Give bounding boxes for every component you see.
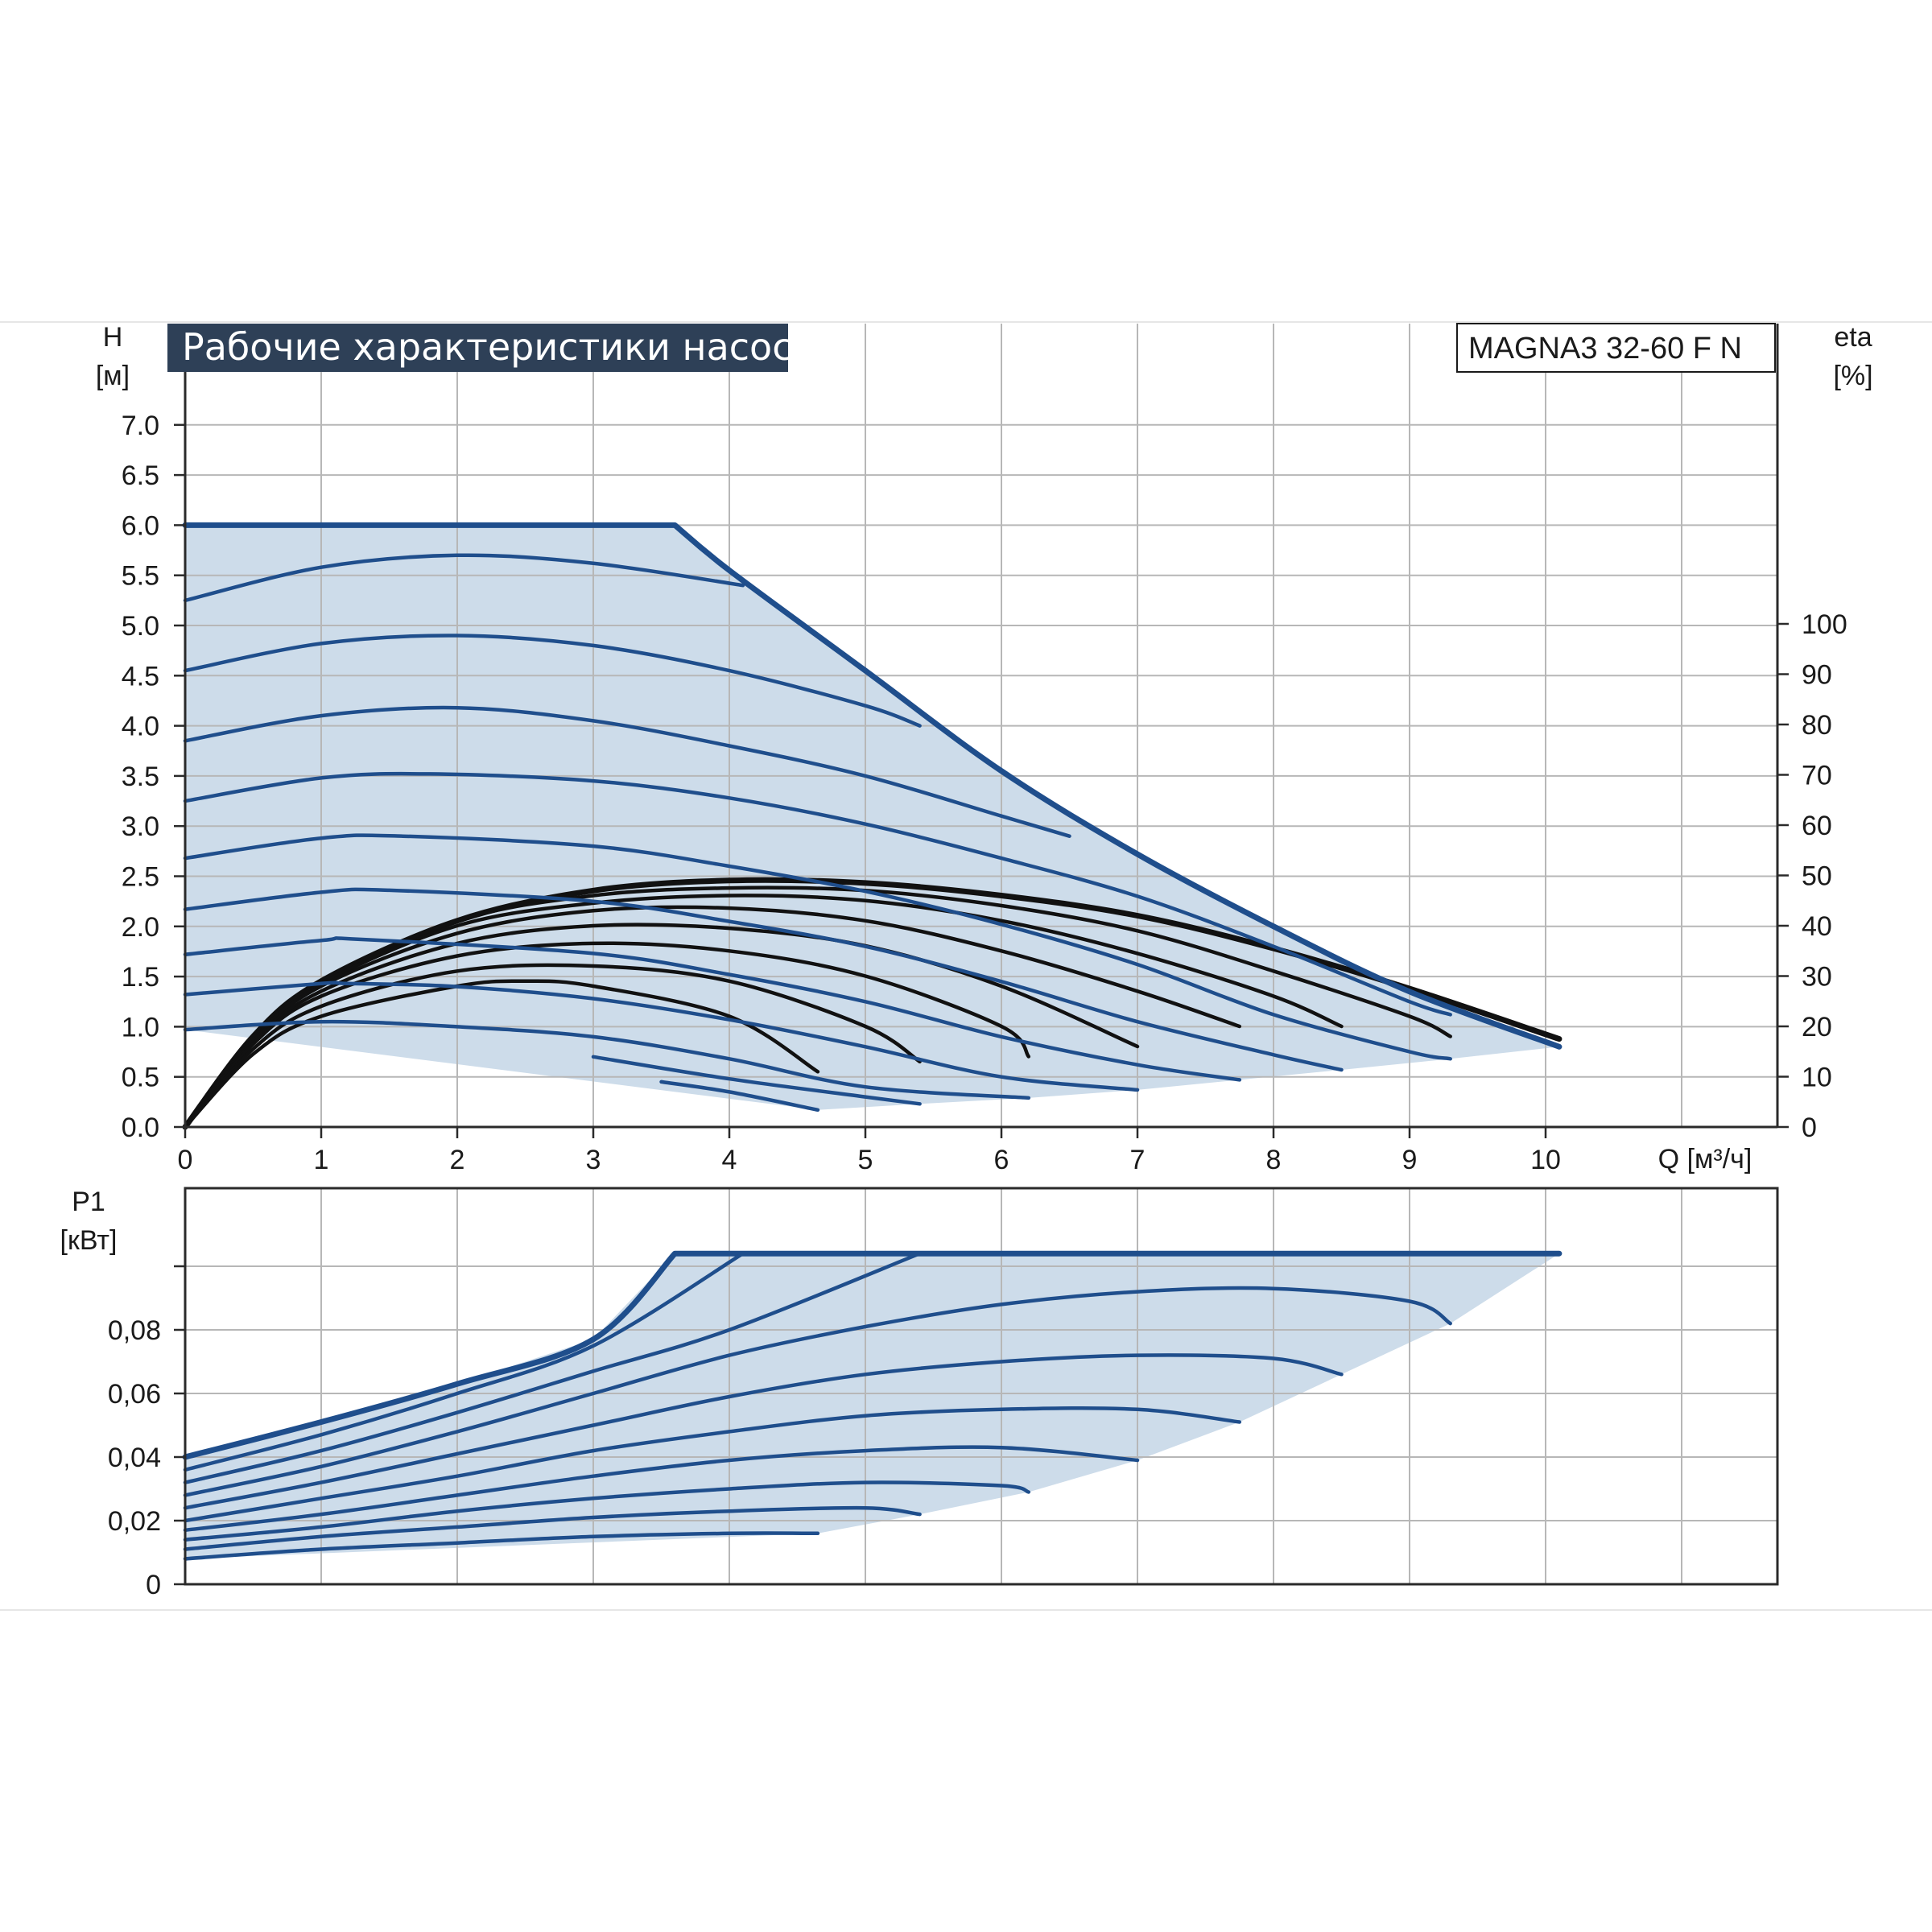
chart-title-banner: Рабочие характеристики насоса bbox=[167, 324, 815, 372]
head-curve-8 bbox=[183, 980, 1140, 1092]
power-plot-frame bbox=[184, 1187, 1779, 1586]
head-tick-label: 2.0 bbox=[122, 912, 159, 943]
power-tick-label: 0,04 bbox=[108, 1443, 161, 1473]
power-curve-4 bbox=[183, 1353, 1344, 1510]
efficiency-curve-4 bbox=[183, 905, 1242, 1129]
efficiency-tick-label: 60 bbox=[1802, 811, 1832, 841]
efficiency-curve-2 bbox=[183, 886, 1452, 1129]
head-curve-6 bbox=[183, 887, 1344, 1072]
head-curve-max bbox=[182, 522, 1563, 1050]
efficiency-tick-label: 100 bbox=[1802, 609, 1847, 640]
efficiency-axis-title-unit: [%] bbox=[1833, 361, 1872, 391]
flow-tick-label: 8 bbox=[1266, 1145, 1282, 1175]
power-operating-range-fill bbox=[185, 1253, 1559, 1559]
head-curve-1 bbox=[183, 553, 745, 603]
flow-tick-label: 10 bbox=[1530, 1145, 1561, 1175]
flow-tick-label: 5 bbox=[858, 1145, 873, 1175]
efficiency-tick-label: 90 bbox=[1802, 660, 1832, 691]
flow-tick-label: 0 bbox=[178, 1145, 193, 1175]
power-curve-3 bbox=[183, 1286, 1452, 1497]
flow-tick-label: 6 bbox=[994, 1145, 1009, 1175]
head-curve-11 bbox=[659, 1080, 820, 1113]
head-tick-label: 4.5 bbox=[122, 661, 159, 691]
power-tick-label: 0 bbox=[146, 1570, 161, 1600]
head-tick-label: 6.5 bbox=[122, 460, 159, 491]
head-tick-label: 7.0 bbox=[122, 411, 159, 441]
power-tick-label: 0,06 bbox=[108, 1379, 161, 1410]
chart-title: Рабочие характеристики насоса bbox=[182, 325, 815, 369]
efficiency-tick-label: 10 bbox=[1802, 1063, 1832, 1093]
head-tick-label: 2.5 bbox=[122, 862, 159, 893]
model-box: MAGNA3 32-60 F N bbox=[1456, 323, 1776, 373]
model-label: MAGNA3 32-60 F N bbox=[1468, 332, 1742, 365]
head-curve-7 bbox=[183, 936, 1242, 1082]
efficiency-tick-label: 20 bbox=[1802, 1012, 1832, 1042]
head-tick-label: 0.0 bbox=[122, 1113, 159, 1143]
efficiency-tick-label: 30 bbox=[1802, 962, 1832, 993]
head-tick-label: 5.0 bbox=[122, 611, 159, 642]
head-curve-10 bbox=[591, 1055, 922, 1106]
flow-tick-label: 1 bbox=[314, 1145, 329, 1175]
power-curve-max bbox=[182, 1250, 1563, 1460]
power-curve-9 bbox=[183, 1531, 820, 1561]
head-tick-label: 4.0 bbox=[122, 712, 159, 742]
head-tick-label: 0.5 bbox=[122, 1063, 159, 1093]
head-curve-9 bbox=[183, 1019, 1031, 1100]
head-axis-title-symbol: H bbox=[103, 322, 123, 353]
efficiency-tick-label: 40 bbox=[1802, 911, 1832, 942]
efficiency-tick-label: 50 bbox=[1802, 861, 1832, 892]
efficiency-curve-7 bbox=[183, 963, 922, 1129]
power-axis-title-symbol: P1 bbox=[72, 1187, 105, 1217]
power-tick-label: 0,08 bbox=[108, 1315, 161, 1346]
efficiency-curve-3 bbox=[183, 894, 1344, 1129]
flow-tick-label: 2 bbox=[450, 1145, 465, 1175]
efficiency-tick-label: 70 bbox=[1802, 761, 1832, 791]
flow-axis-title: Q [м³/ч] bbox=[1658, 1144, 1752, 1174]
head-curve-3 bbox=[183, 705, 1071, 838]
power-curve-8 bbox=[183, 1505, 922, 1551]
head-curve-5 bbox=[183, 833, 1452, 1061]
power-plot: 0 0,02 0,04 0,06 0,08 bbox=[108, 1187, 1779, 1600]
model-box-border bbox=[1456, 323, 1776, 373]
efficiency-curve-8 bbox=[183, 979, 820, 1129]
flow-tick-label: 3 bbox=[586, 1145, 601, 1175]
flow-tick-label: 7 bbox=[1130, 1145, 1146, 1175]
power-curve-2 bbox=[183, 1251, 922, 1484]
efficiency-axis-title-symbol: eta bbox=[1834, 322, 1872, 353]
head-tick-label: 1.5 bbox=[122, 962, 159, 993]
flow-tick-label: 4 bbox=[722, 1145, 737, 1175]
head-tick-label: 3.5 bbox=[122, 762, 159, 792]
power-curve-6 bbox=[183, 1445, 1140, 1533]
head-tick-label: 3.0 bbox=[122, 811, 159, 842]
efficiency-tick-label: 80 bbox=[1802, 710, 1832, 741]
head-curve-4 bbox=[183, 771, 1452, 1017]
head-curve-2 bbox=[183, 634, 922, 728]
efficiency-curve-5 bbox=[183, 923, 1140, 1129]
power-curve-5 bbox=[183, 1406, 1242, 1523]
chart-title-background bbox=[167, 324, 788, 372]
power-curve-1 bbox=[183, 1251, 745, 1472]
power-tick-label: 0,02 bbox=[108, 1506, 161, 1537]
power-axis-title-unit: [кВт] bbox=[60, 1225, 118, 1256]
head-tick-label: 5.5 bbox=[122, 561, 159, 592]
head-efficiency-plot: 0.0 0.5 1.0 1.5 2.0 2.5 3.0 3.5 4.0 4.5 5.0 5.5 6.0 6… bbox=[122, 324, 1847, 1175]
power-curve-7 bbox=[183, 1480, 1031, 1542]
efficiency-tick-label: 0 bbox=[1802, 1113, 1817, 1143]
head-tick-label: 1.0 bbox=[122, 1012, 159, 1042]
flow-tick-label: 9 bbox=[1402, 1145, 1418, 1175]
head-tick-label: 6.0 bbox=[122, 510, 159, 541]
head-axis-title-unit: [м] bbox=[96, 361, 130, 391]
